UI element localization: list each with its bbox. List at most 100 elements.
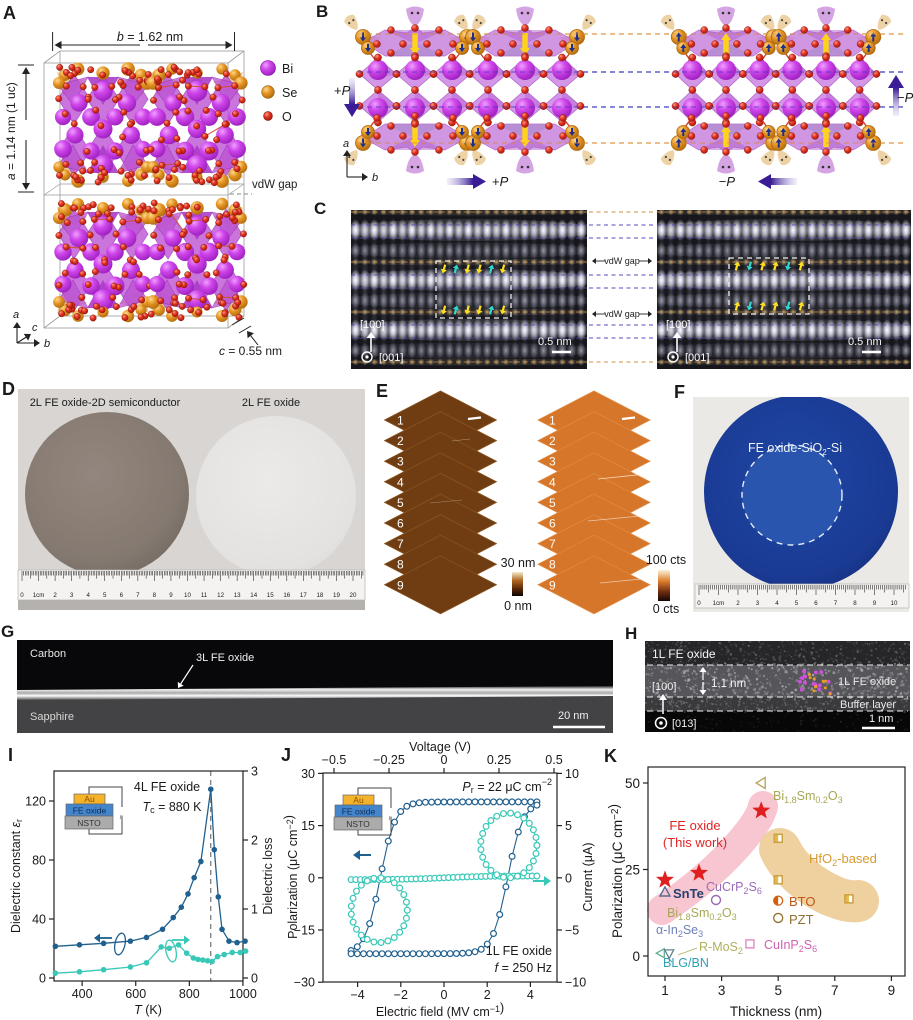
svg-text:Sapphire: Sapphire: [30, 711, 74, 723]
svg-text:10: 10: [891, 600, 898, 607]
svg-text:2: 2: [397, 434, 404, 448]
svg-text:7: 7: [831, 983, 839, 998]
svg-text:30 nm: 30 nm: [501, 556, 536, 570]
svg-text:2L FE oxide: 2L FE oxide: [242, 397, 300, 409]
svg-text:9: 9: [873, 600, 877, 607]
svg-text:0 cts: 0 cts: [653, 602, 679, 616]
svg-text:8: 8: [853, 600, 857, 607]
svg-text:4: 4: [527, 988, 534, 1002]
svg-text:1cm: 1cm: [33, 592, 45, 599]
svg-text:3: 3: [397, 455, 404, 469]
svg-text:−30: −30: [294, 976, 315, 990]
svg-text:5: 5: [549, 496, 556, 510]
svg-text:−P: −P: [897, 90, 913, 105]
svg-text:800: 800: [179, 987, 200, 1001]
svg-text:T (K): T (K): [134, 1003, 162, 1017]
svg-text:F: F: [674, 382, 685, 402]
svg-text:0: 0: [20, 592, 24, 599]
svg-text:0: 0: [39, 972, 46, 986]
svg-text:A: A: [3, 3, 16, 23]
svg-text:2: 2: [251, 834, 258, 848]
svg-text:R-MoS2: R-MoS2: [699, 940, 743, 956]
svg-text:0.5: 0.5: [545, 753, 562, 767]
svg-text:0: 0: [697, 600, 701, 607]
svg-text:0: 0: [308, 871, 315, 885]
svg-text:9: 9: [169, 592, 173, 599]
svg-text:6: 6: [397, 517, 404, 531]
svg-text:4: 4: [397, 475, 404, 489]
svg-text:4L FE oxide: 4L FE oxide: [134, 780, 200, 794]
svg-text:40: 40: [32, 913, 46, 927]
svg-text:15: 15: [267, 592, 274, 599]
svg-text:FE oxide: FE oxide: [73, 806, 107, 816]
svg-text:c: c: [32, 322, 38, 334]
svg-text:2: 2: [549, 434, 556, 448]
svg-text:−15: −15: [294, 924, 315, 938]
svg-text:9: 9: [888, 983, 896, 998]
svg-text:BTO: BTO: [789, 894, 816, 909]
svg-text:f = 250 Hz: f = 250 Hz: [495, 961, 552, 975]
svg-text:−P: −P: [719, 174, 736, 189]
svg-text:0: 0: [251, 972, 258, 986]
svg-text:α-In2Se3: α-In2Se3: [656, 923, 703, 939]
svg-text:14: 14: [250, 592, 257, 599]
svg-text:J: J: [281, 745, 291, 765]
svg-text:BLG/BN: BLG/BN: [663, 956, 709, 970]
svg-text:400: 400: [72, 987, 93, 1001]
svg-text:120: 120: [25, 795, 46, 809]
svg-text:12: 12: [217, 592, 224, 599]
svg-text:0: 0: [565, 871, 572, 885]
svg-text:3: 3: [718, 983, 726, 998]
svg-text:30: 30: [301, 767, 315, 781]
svg-text:1 nm: 1 nm: [869, 713, 893, 725]
svg-text:1: 1: [549, 414, 556, 428]
svg-text:1.1 nm: 1.1 nm: [711, 678, 746, 690]
svg-text:9: 9: [549, 578, 556, 592]
svg-text:D: D: [2, 379, 15, 399]
svg-text:1L FE oxide: 1L FE oxide: [486, 944, 552, 958]
svg-text:Dielectric loss: Dielectric loss: [261, 837, 275, 914]
svg-text:0 nm: 0 nm: [504, 599, 532, 613]
svg-text:−0.25: −0.25: [373, 753, 405, 767]
svg-text:1: 1: [661, 983, 669, 998]
svg-text:−4: −4: [350, 988, 364, 1002]
svg-text:8: 8: [397, 558, 404, 572]
svg-text:vdW gap: vdW gap: [604, 309, 640, 319]
svg-text:H: H: [625, 624, 637, 643]
svg-text:1L FE oxide: 1L FE oxide: [652, 647, 716, 661]
svg-text:−5: −5: [565, 924, 579, 938]
svg-text:Dielectric constant εr: Dielectric constant εr: [9, 819, 24, 933]
svg-text:1cm: 1cm: [713, 600, 725, 607]
svg-text:vdW gap: vdW gap: [604, 256, 640, 266]
svg-text:[001]: [001]: [379, 352, 403, 364]
svg-text:Au: Au: [353, 795, 364, 805]
svg-text:SnTe: SnTe: [673, 886, 704, 901]
svg-text:0.5 nm: 0.5 nm: [538, 336, 572, 348]
svg-text:+P: +P: [492, 174, 509, 189]
svg-text:Bi: Bi: [282, 62, 293, 76]
svg-text:7: 7: [549, 537, 556, 551]
svg-text:13: 13: [234, 592, 241, 599]
svg-text:Buffer layer: Buffer layer: [840, 699, 896, 711]
svg-text:10: 10: [565, 767, 579, 781]
svg-text:7: 7: [397, 537, 404, 551]
svg-text:c = 0.55 nm: c = 0.55 nm: [219, 344, 282, 358]
svg-text:3: 3: [251, 765, 258, 779]
svg-text:50: 50: [625, 776, 640, 791]
svg-text:20: 20: [350, 592, 357, 599]
svg-text:5: 5: [103, 592, 107, 599]
svg-text:0.5 nm: 0.5 nm: [848, 336, 882, 348]
svg-text:19: 19: [333, 592, 340, 599]
svg-text:−10: −10: [565, 976, 586, 990]
svg-text:7: 7: [834, 600, 838, 607]
svg-text:4: 4: [549, 475, 556, 489]
svg-text:≈: ≈: [386, 816, 395, 821]
svg-text:NSTO: NSTO: [77, 818, 101, 828]
svg-text:(This work): (This work): [663, 835, 727, 850]
svg-text:6: 6: [549, 517, 556, 531]
svg-text:C: C: [314, 199, 326, 218]
svg-text:Electric field (MV cm−1): Electric field (MV cm−1): [376, 1001, 504, 1019]
svg-text:7: 7: [136, 592, 140, 599]
svg-text:Current (μA): Current (μA): [581, 842, 595, 911]
svg-text:Tc = 880 K: Tc = 880 K: [142, 800, 202, 815]
